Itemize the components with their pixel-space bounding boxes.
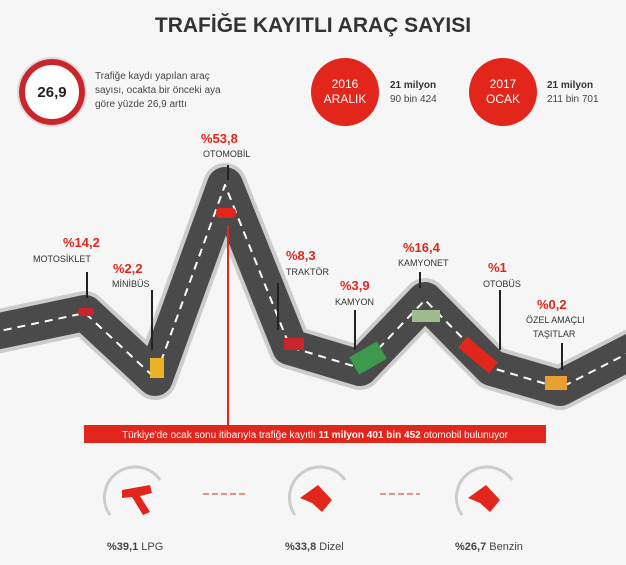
note-line: sayısı, ocakta bir önceki aya <box>95 85 221 96</box>
fuel-share: %33,8 <box>285 541 316 553</box>
period-month: ARALIK <box>324 92 367 106</box>
period-line2: 90 bin 424 <box>390 94 437 105</box>
fuel-share: %39,1 <box>107 541 138 553</box>
note-line: Trafiğe kaydı yapılan araç <box>95 71 210 82</box>
period-line2: 211 bin 701 <box>547 94 599 105</box>
fuel-text: %33,8 Dizel <box>285 541 344 553</box>
vehicle-share: %2,2 <box>113 261 143 276</box>
motorcycle <box>78 308 94 316</box>
tractor <box>284 338 304 350</box>
vehicle-label: TAŞITLAR <box>533 329 576 339</box>
note-line: göre yüzde 26,9 arttı <box>95 99 187 110</box>
vehicle-label: MİNİBÜS <box>112 279 150 289</box>
banner-part: otomobil bulunuyor <box>421 430 509 441</box>
badge-value: 26,9 <box>37 84 66 101</box>
fuel-label: Benzin <box>489 541 523 553</box>
vehicle-label: ÖZEL AMAÇLI <box>526 315 585 325</box>
vehicle-label: OTOMOBİL <box>203 149 250 159</box>
vehicle-label: OTOBÜS <box>483 279 521 289</box>
banner-bold: 11 milyon 401 bin 452 <box>318 430 421 441</box>
fuel-icons <box>102 465 514 516</box>
vehicle-share: %3,9 <box>340 278 370 293</box>
special-vehicle <box>545 376 567 390</box>
car <box>216 208 236 218</box>
period-circle <box>469 58 537 126</box>
vehicle-share: %0,2 <box>537 297 567 312</box>
pointers <box>86 165 563 370</box>
period-line1: 21 milyon <box>390 80 436 91</box>
vehicle-share: %1 <box>488 260 507 275</box>
fuel-label: Dizel <box>319 541 343 553</box>
vehicle-share: %16,4 <box>403 240 441 255</box>
fuel-label: LPG <box>141 541 163 553</box>
badge-ring <box>17 57 87 127</box>
road-line <box>0 184 626 389</box>
period-line1: 21 milyon <box>547 80 593 91</box>
banner <box>84 425 546 443</box>
banner-text: Türkiye'de ocak sonu itibarıyla trafiğe … <box>122 430 509 441</box>
vehicle-label: KAMYON <box>335 297 374 307</box>
banner-part: Türkiye'de ocak sonu itibarıyla trafiğe … <box>122 430 318 441</box>
badge <box>19 59 85 125</box>
vehicle-share: %14,2 <box>63 235 100 250</box>
vehicle-label: KAMYONET <box>398 258 449 268</box>
period-month: OCAK <box>486 92 520 106</box>
fuel-share: %26,7 <box>455 541 486 553</box>
vehicle-share: %53,8 <box>201 131 238 146</box>
fuel-text: %26,7 Benzin <box>455 541 523 553</box>
period-year: 2016 <box>332 77 359 91</box>
period-circle <box>311 58 379 126</box>
period-year: 2017 <box>490 77 517 91</box>
bus <box>458 336 498 374</box>
fuel-text: %39,1 LPG <box>107 541 163 553</box>
vehicle-share: %8,3 <box>286 248 316 263</box>
vehicle-label: TRAKTÖR <box>286 267 330 277</box>
minibus <box>150 358 164 378</box>
van <box>412 310 440 322</box>
truck <box>349 341 387 375</box>
vehicle-label: MOTOSİKLET <box>33 254 91 264</box>
title: TRAFİĞE KAYITLI ARAÇ SAYISI <box>155 13 471 37</box>
